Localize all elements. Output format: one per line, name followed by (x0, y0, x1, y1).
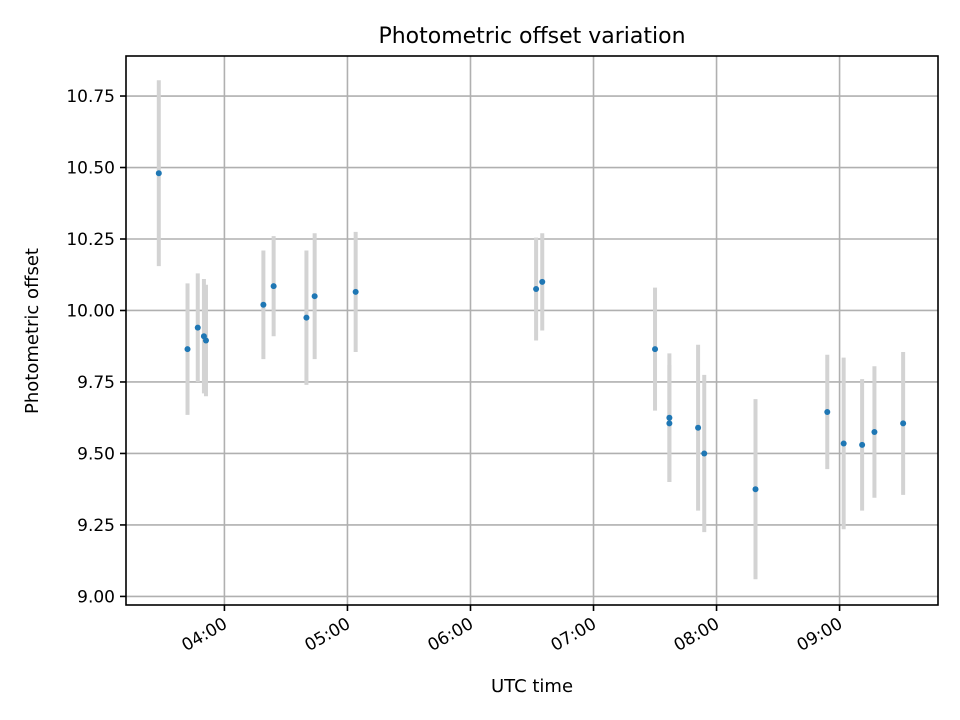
y-tick-label: 9.50 (77, 444, 115, 464)
y-tick-label: 9.75 (77, 373, 115, 393)
data-point (303, 314, 310, 321)
data-point (270, 283, 277, 290)
grid-lines (126, 56, 938, 605)
data-point (666, 414, 673, 421)
data-point (260, 301, 267, 308)
y-tick-label: 9.00 (77, 587, 115, 607)
data-points (155, 170, 907, 493)
x-axis-label: UTC time (491, 676, 573, 697)
data-point (859, 441, 866, 448)
y-tick-label: 10.25 (66, 230, 115, 250)
data-point (652, 346, 659, 353)
data-point (533, 286, 540, 293)
y-tick-label: 10.00 (66, 301, 115, 321)
data-point (752, 486, 759, 493)
y-tick-label: 10.75 (66, 87, 115, 107)
data-point (900, 420, 907, 427)
y-tick-label: 9.25 (77, 516, 115, 536)
data-point (311, 293, 318, 300)
data-point (701, 450, 708, 457)
data-point (695, 424, 702, 431)
data-point (824, 408, 831, 415)
y-axis-ticks: 9.00 9.25 9.50 9.75 10.00 10.25 10.50 10.75 (66, 87, 126, 607)
plot-frame (125, 55, 939, 606)
data-point (194, 324, 201, 331)
y-axis-label: Photometric offset (22, 248, 43, 414)
data-point (155, 170, 162, 177)
data-point (840, 440, 847, 447)
data-point (666, 420, 673, 427)
data-point (539, 278, 546, 285)
data-point (184, 346, 191, 353)
y-tick-label: 10.50 (66, 159, 115, 179)
data-point (202, 337, 209, 344)
data-point (352, 288, 359, 295)
chart-title: Photometric offset variation (378, 24, 685, 49)
data-point (871, 429, 878, 436)
